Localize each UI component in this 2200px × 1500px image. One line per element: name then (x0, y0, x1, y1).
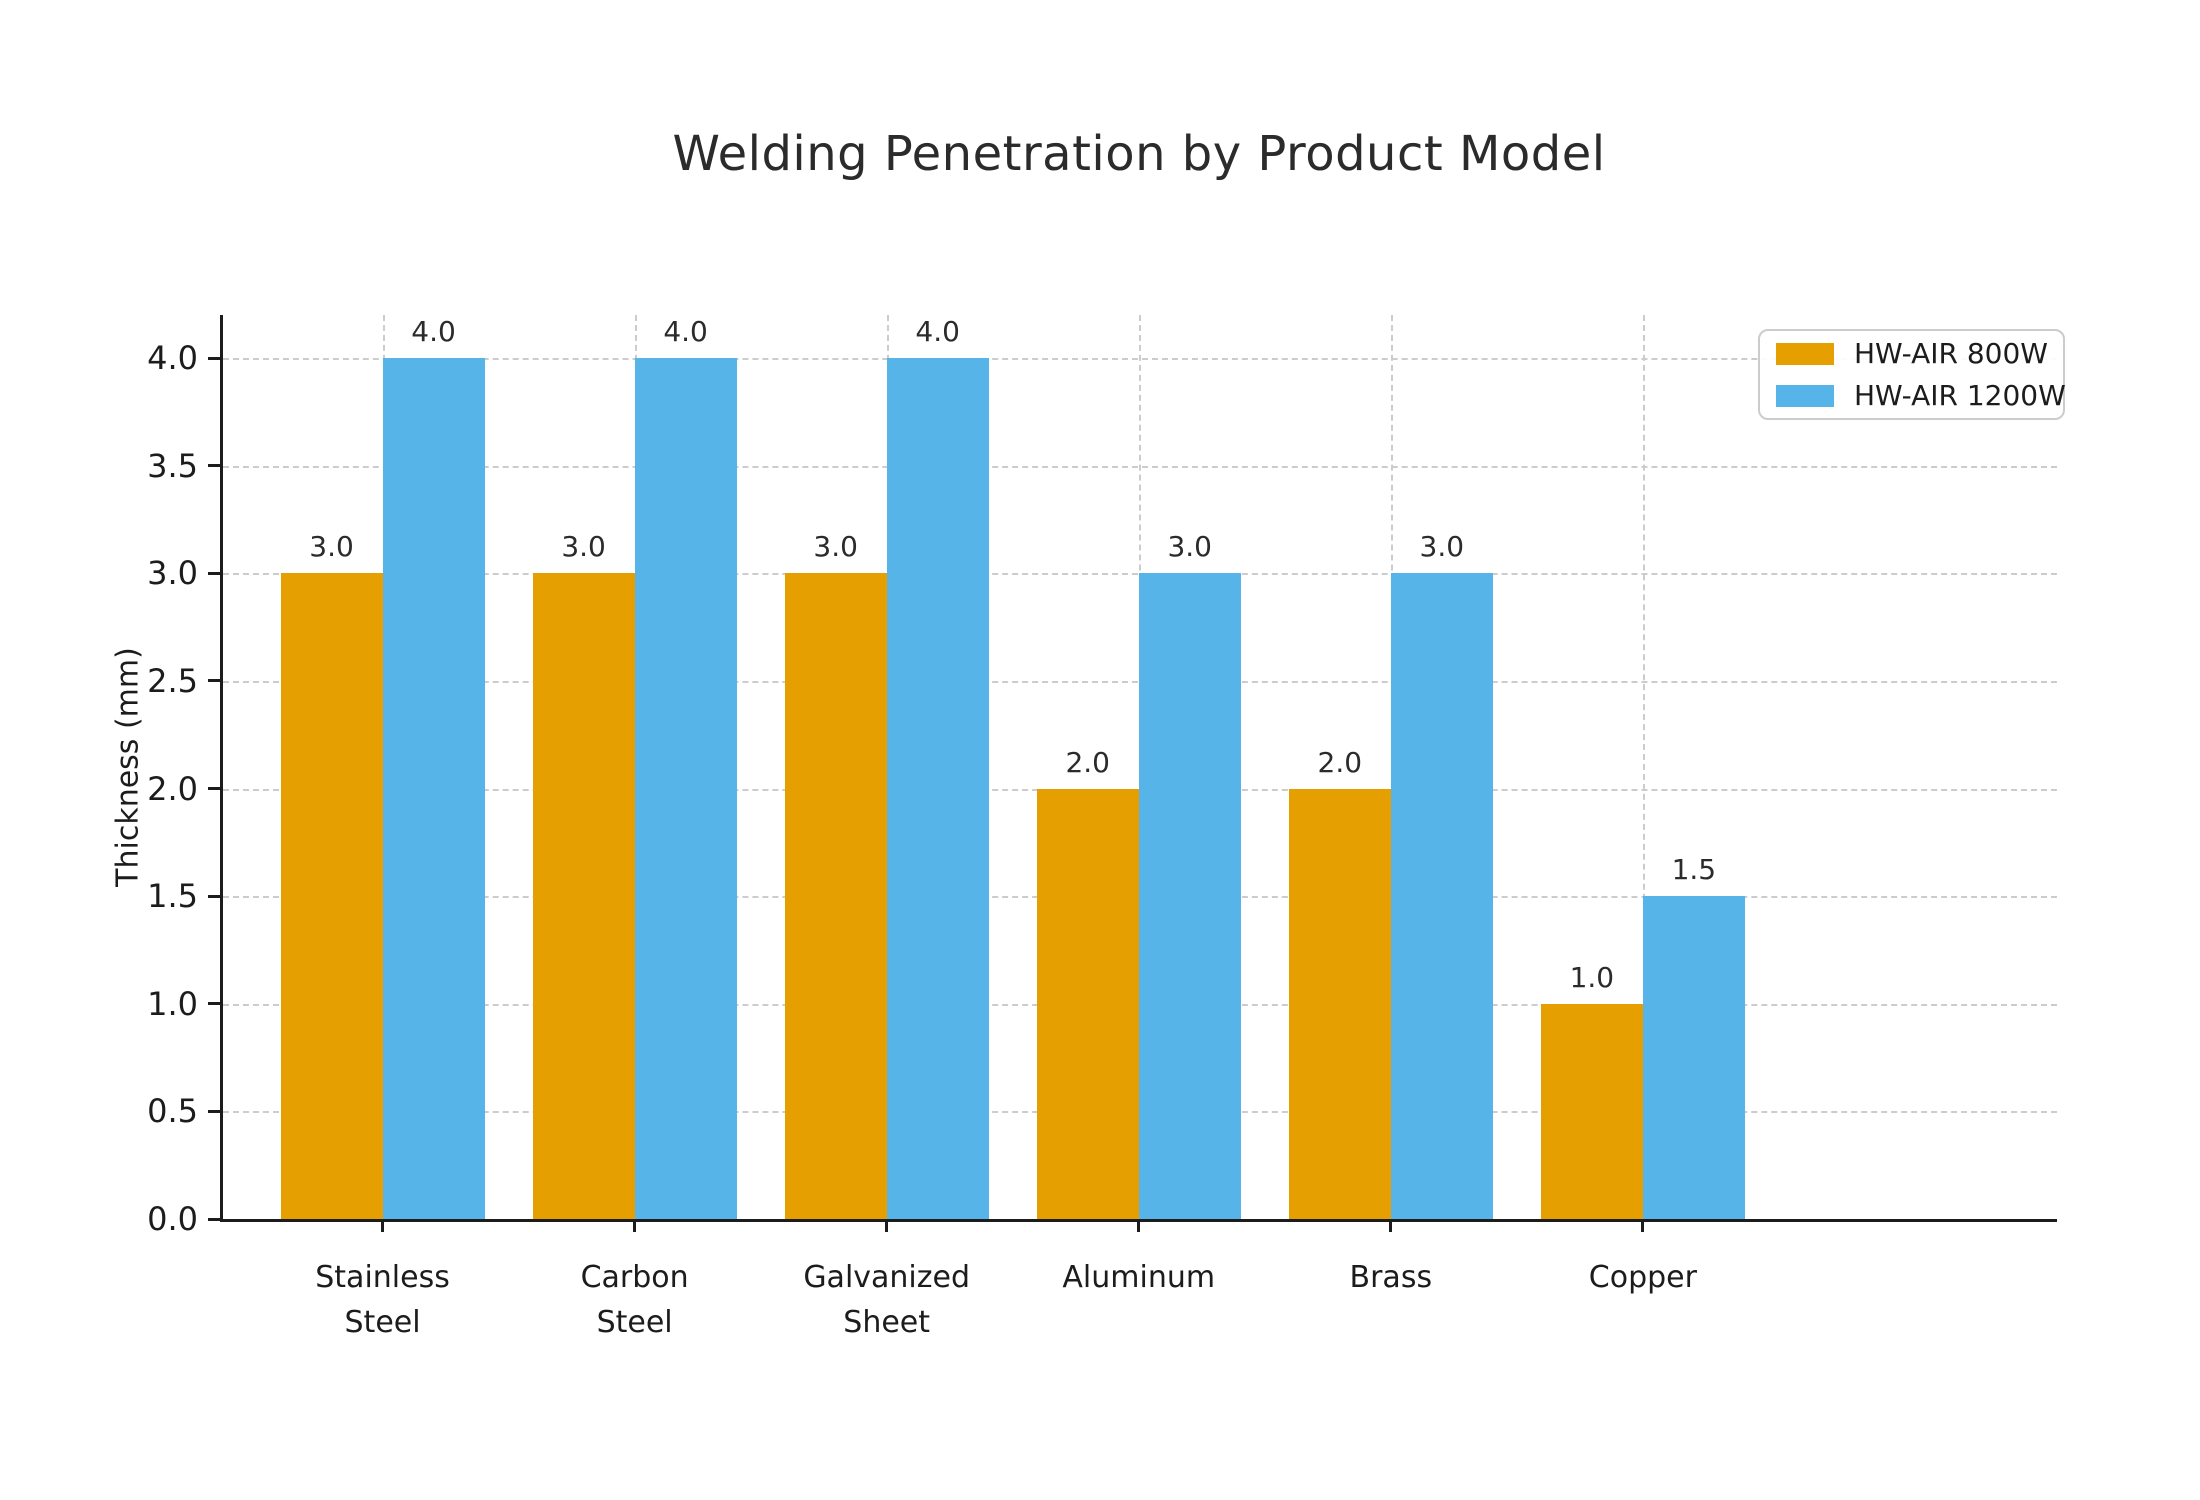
bar-800w (1540, 1003, 1643, 1219)
bar-1200w (1642, 896, 1745, 1219)
x-category-label: Carbon Steel (580, 1260, 689, 1340)
x-category-label: Brass (1349, 1260, 1433, 1295)
bar-value-label: 4.0 (663, 315, 708, 349)
y-axis-tick (208, 894, 220, 898)
y-tick-label: 3.0 (147, 554, 198, 593)
x-axis-tick (1137, 1222, 1141, 1232)
x-category-label: Galvanized Sheet (803, 1260, 971, 1340)
legend: HW-AIR 800W HW-AIR 1200W (1758, 329, 2066, 420)
y-axis-tick (208, 679, 220, 683)
bar-value-label: 3.0 (561, 530, 606, 564)
chart-title: Welding Penetration by Product Model (672, 126, 1606, 182)
bar-value-label: 1.0 (1569, 960, 1615, 994)
y-axis-tick (208, 1217, 220, 1221)
y-axis-tick (208, 1109, 220, 1113)
x-axis-tick (1641, 1222, 1645, 1232)
legend-item-1200w: HW-AIR 1200W (1776, 379, 2066, 412)
legend-label-800w: HW-AIR 800W (1854, 337, 2048, 370)
bar-1200w (1138, 573, 1241, 1219)
bar-value-label: 3.0 (1419, 530, 1465, 564)
y-tick-label: 2.0 (147, 769, 198, 808)
y-axis-tick (208, 356, 220, 360)
x-axis-tick (633, 1222, 637, 1232)
y-axis-tick (208, 1002, 220, 1006)
y-axis-tick (208, 464, 220, 468)
bar-800w (280, 573, 383, 1219)
legend-label-1200w: HW-AIR 1200W (1854, 379, 2066, 412)
y-axis-tick (208, 571, 220, 575)
gridline-vertical (1642, 315, 1645, 1219)
x-category-label: Stainless Steel (315, 1260, 450, 1340)
bar-value-label: 2.0 (1317, 745, 1363, 779)
legend-swatch-800w (1776, 342, 1834, 365)
bar-800w (1036, 788, 1139, 1219)
y-tick-label: 2.5 (147, 661, 198, 700)
y-tick-label: 1.0 (147, 984, 198, 1023)
legend-swatch-1200w (1776, 384, 1834, 407)
bar-1200w (886, 358, 989, 1219)
bar-value-label: 2.0 (1065, 745, 1110, 779)
bar-value-label: 4.0 (915, 315, 960, 349)
bar-800w (784, 573, 887, 1219)
bar-800w (1288, 788, 1391, 1219)
bar-800w (532, 573, 635, 1219)
y-tick-label: 3.5 (147, 446, 198, 485)
plot-area: 0.0 0.5 1.0 1.5 2.0 2.5 3.0 3.5 4.0 Stainless Ste… (147, 315, 2057, 1340)
bar-1200w (1390, 573, 1493, 1219)
bar-1200w (382, 358, 485, 1219)
bar-1200w (634, 358, 737, 1219)
bar-value-label: 1.5 (1671, 853, 1717, 887)
x-axis-tick (381, 1222, 385, 1232)
bar-value-label: 3.0 (309, 530, 354, 564)
x-category-label: Copper (1588, 1260, 1697, 1295)
bar-value-label: 3.0 (813, 530, 858, 564)
y-tick-label: 0.5 (147, 1092, 198, 1131)
bar-value-label: 3.0 (1167, 530, 1212, 564)
x-category-label: Aluminum (1062, 1260, 1216, 1295)
y-tick-label: 1.5 (147, 877, 198, 916)
x-axis-tick (885, 1222, 889, 1232)
y-tick-label: 4.0 (147, 339, 198, 378)
bar-value-label: 4.0 (411, 315, 456, 349)
x-axis-tick (1389, 1222, 1393, 1232)
y-axis-tick (208, 787, 220, 791)
legend-item-800w: HW-AIR 800W (1776, 337, 2063, 370)
y-tick-label: 0.0 (147, 1200, 198, 1238)
